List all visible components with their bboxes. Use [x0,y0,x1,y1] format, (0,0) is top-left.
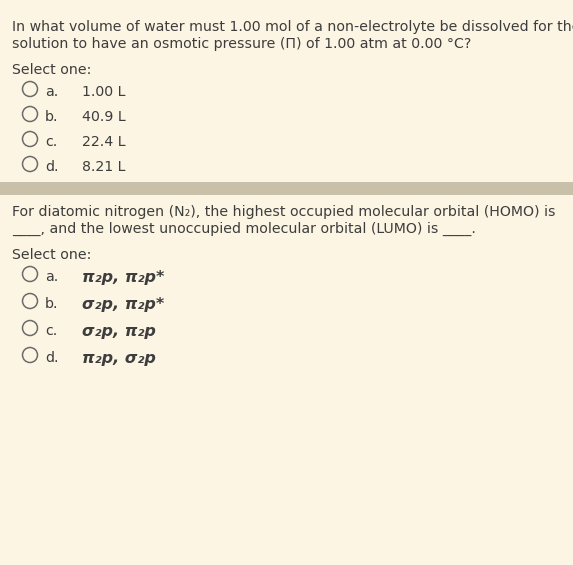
Text: Select one:: Select one: [12,248,91,262]
Text: 8.21 L: 8.21 L [82,160,125,174]
Text: d.: d. [45,160,58,174]
Text: σ₂p, π₂p: σ₂p, π₂p [82,324,156,339]
Text: solution to have an osmotic pressure (Π) of 1.00 atm at 0.00 °C?: solution to have an osmotic pressure (Π)… [12,37,472,51]
Bar [0,182,573,195]
Text: 22.4 L: 22.4 L [82,135,125,149]
Text: π₂p, π₂p*: π₂p, π₂p* [82,270,164,285]
Text: ____, and the lowest unoccupied molecular orbital (LUMO) is ____.: ____, and the lowest unoccupied molecula… [12,222,476,236]
Text: For diatomic nitrogen (N₂), the highest occupied molecular orbital (HOMO) is: For diatomic nitrogen (N₂), the highest … [12,205,555,219]
Text: b.: b. [45,110,58,124]
Text: Select one:: Select one: [12,63,91,77]
Text: In what volume of water must 1.00 mol of a non-electrolyte be dissolved for the: In what volume of water must 1.00 mol of… [12,20,573,34]
Text: 1.00 L: 1.00 L [82,85,125,99]
Text: a.: a. [45,85,58,99]
Text: a.: a. [45,270,58,284]
Text: σ₂p, π₂p*: σ₂p, π₂p* [82,297,164,312]
Text: 40.9 L: 40.9 L [82,110,125,124]
Text: c.: c. [45,135,57,149]
Text: π₂p, σ₂p: π₂p, σ₂p [82,351,156,366]
Text: b.: b. [45,297,58,311]
Text: d.: d. [45,351,58,365]
Text: c.: c. [45,324,57,338]
